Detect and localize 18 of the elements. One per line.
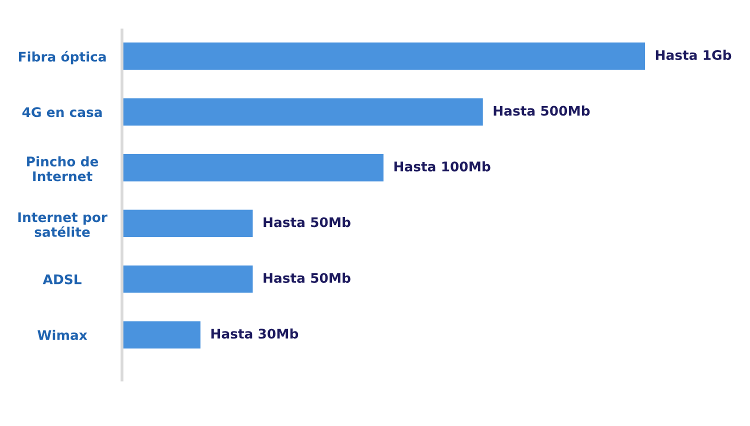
y-tick-label: Fibra óptica bbox=[18, 50, 106, 64]
annotation: Hasta 500Mb bbox=[494, 106, 590, 116]
y-tick-label: ADSL bbox=[42, 274, 82, 284]
annotation: Hasta 1Gb bbox=[656, 50, 732, 60]
y-tick-label: Wimax bbox=[38, 330, 88, 340]
annotation: Hasta 100Mb bbox=[394, 161, 490, 172]
annotation: Hasta 30Mb bbox=[211, 328, 298, 339]
annotation: Hasta 50Mb bbox=[264, 217, 350, 228]
bar bbox=[122, 98, 483, 126]
bar bbox=[122, 321, 200, 349]
y-tick-label: Internet por satélite bbox=[18, 212, 108, 237]
bar bbox=[122, 210, 253, 238]
bar bbox=[122, 154, 384, 182]
y-tick-label: Pincho de Internet bbox=[27, 156, 98, 182]
bar bbox=[122, 42, 645, 70]
annotation: Hasta 50Mb bbox=[264, 272, 350, 283]
y-tick-label: 4G en casa bbox=[22, 107, 102, 118]
bar bbox=[122, 265, 253, 293]
